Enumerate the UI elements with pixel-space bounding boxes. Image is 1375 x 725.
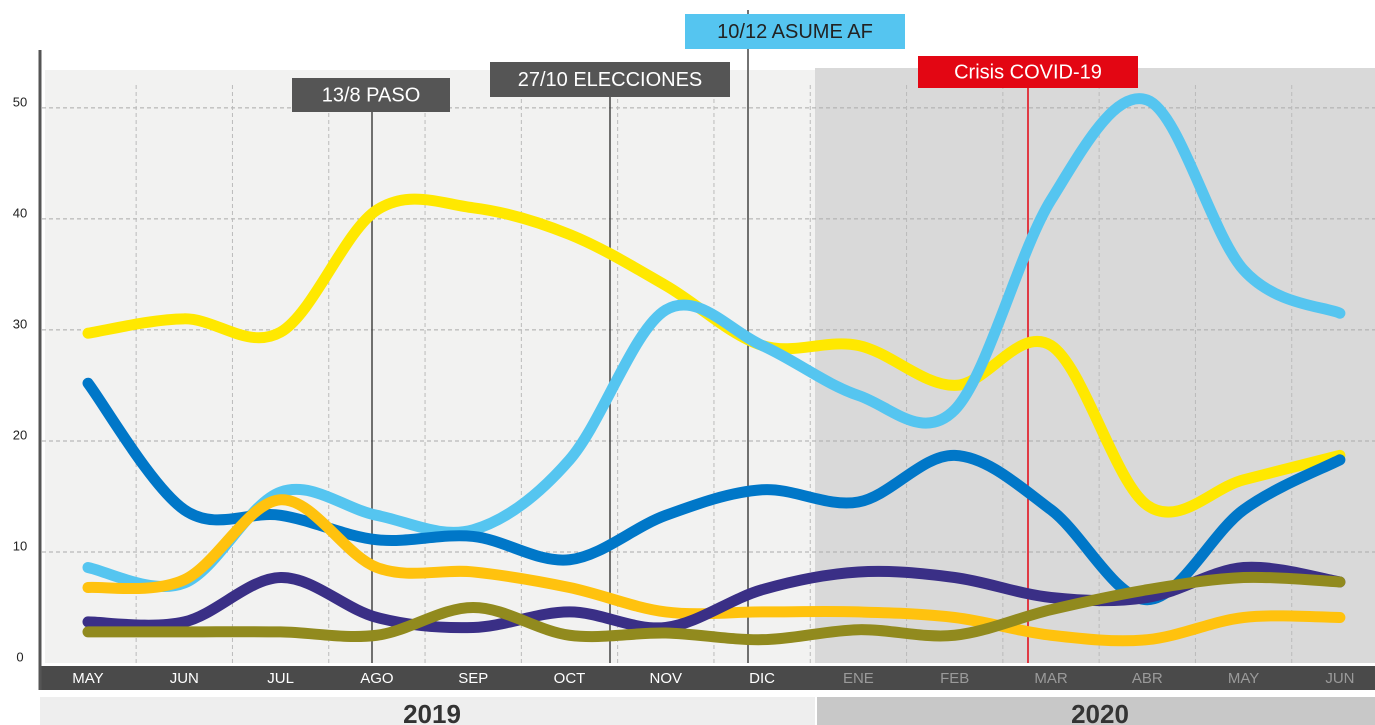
- x-tick-label: DIC: [749, 670, 775, 687]
- x-tick-label: MAY: [72, 670, 103, 687]
- annotation-text: 27/10 ELECCIONES: [518, 69, 703, 91]
- year-label: 2020: [1071, 699, 1129, 725]
- category-strip: [40, 666, 1375, 690]
- x-tick-label: ABR: [1132, 670, 1163, 687]
- x-tick-label: FEB: [940, 670, 969, 687]
- x-tick-label: MAY: [1228, 670, 1259, 687]
- year-label: 2019: [403, 699, 461, 725]
- x-tick-label: AGO: [360, 670, 393, 687]
- annotation-box: [918, 56, 1138, 88]
- series-line: [82, 93, 1346, 593]
- annotation-text: 10/12 ASUME AF: [717, 21, 873, 43]
- series-line: [82, 571, 1346, 646]
- x-tick-label: ENE: [843, 670, 874, 687]
- annotation-text: Crisis COVID-19: [954, 61, 1102, 83]
- year-box: [40, 697, 815, 725]
- year-box: [817, 697, 1375, 725]
- period-bg-2019: [45, 70, 815, 663]
- annotation-box: [292, 78, 450, 112]
- y-tick-label: 10: [13, 538, 27, 553]
- annotation-text: 13/8 PASO: [322, 84, 421, 106]
- x-tick-label: NOV: [650, 670, 683, 687]
- y-tick-label: 50: [13, 94, 27, 109]
- y-tick-label: 30: [13, 316, 27, 331]
- annotation-box: [490, 62, 730, 97]
- x-tick-label: JUN: [1325, 670, 1354, 687]
- x-tick-label: MAR: [1034, 670, 1068, 687]
- x-tick-label: JUL: [267, 670, 294, 687]
- annotation-box: [685, 14, 905, 49]
- y-tick-label: 40: [13, 205, 27, 220]
- series-line: [82, 494, 1346, 647]
- y-tick-label: 0: [16, 649, 23, 664]
- y-tick-label: 20: [13, 427, 27, 442]
- x-tick-label: SEP: [458, 670, 488, 687]
- series-line: [82, 561, 1346, 634]
- x-tick-label: JUN: [170, 670, 199, 687]
- x-tick-label: OCT: [554, 670, 586, 687]
